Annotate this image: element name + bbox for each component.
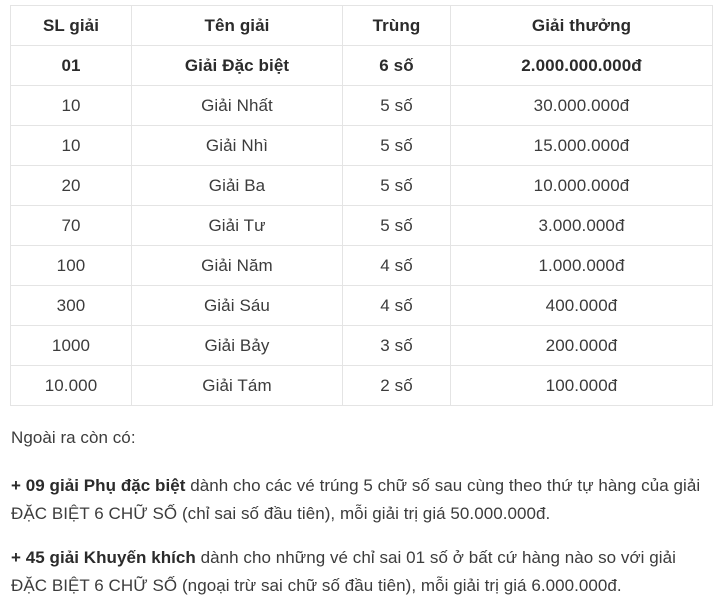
prize-table-container: SL giải Tên giải Trùng Giải thưởng 01 Gi… [10,5,713,406]
cell-prize: 15.000.000đ [450,125,713,166]
cell-count: 10 [10,85,132,126]
cell-count: 10 [10,125,132,166]
note-item-special-sub-text: dành cho các vé trúng 5 chữ số sau cùng … [11,476,701,523]
table-row: 10.000 Giải Tám 2 số 100.000đ [10,365,713,406]
prize-structure-table: SL giải Tên giải Trùng Giải thưởng 01 Gi… [10,5,713,406]
cell-count: 300 [10,285,132,326]
table-row: 10 Giải Nhì 5 số 15.000.000đ [10,125,713,166]
table-row: 01 Giải Đặc biệt 6 số 2.000.000.000đ [10,45,713,86]
cell-name: Giải Nhất [131,85,343,126]
cell-name: Giải Sáu [131,285,343,326]
cell-name: Giải Năm [131,245,343,286]
cell-prize: 30.000.000đ [450,85,713,126]
cell-match: 4 số [342,245,451,286]
cell-match: 6 số [342,45,451,86]
note-item-consolation: + 45 giải Khuyến khích dành cho những vé… [11,544,711,600]
note-item-special-sub: + 09 giải Phụ đặc biệt dành cho các vé t… [11,472,711,528]
cell-match: 3 số [342,325,451,366]
cell-match: 5 số [342,85,451,126]
cell-count: 100 [10,245,132,286]
cell-prize: 400.000đ [450,285,713,326]
cell-prize: 200.000đ [450,325,713,366]
cell-name: Giải Đặc biệt [131,45,343,86]
table-row: 70 Giải Tư 5 số 3.000.000đ [10,205,713,246]
cell-name: Giải Tư [131,205,343,246]
cell-count: 01 [10,45,132,86]
notes-lead-text: Ngoài ra còn có: [11,428,136,447]
column-header-match: Trùng [342,5,451,46]
additional-prizes-notes: Ngoài ra còn có: + 09 giải Phụ đặc biệt … [11,424,711,616]
table-row: 20 Giải Ba 5 số 10.000.000đ [10,165,713,206]
cell-count: 20 [10,165,132,206]
note-item-consolation-label: + 45 giải Khuyến khích [11,548,196,567]
cell-name: Giải Nhì [131,125,343,166]
cell-match: 5 số [342,125,451,166]
cell-match: 5 số [342,205,451,246]
table-body: 01 Giải Đặc biệt 6 số 2.000.000.000đ 10 … [10,45,713,406]
column-header-count: SL giải [10,5,132,46]
table-header-row: SL giải Tên giải Trùng Giải thưởng [10,5,713,46]
table-row: 10 Giải Nhất 5 số 30.000.000đ [10,85,713,126]
table-row: 100 Giải Năm 4 số 1.000.000đ [10,245,713,286]
table-header: SL giải Tên giải Trùng Giải thưởng [10,5,713,46]
cell-match: 2 số [342,365,451,406]
cell-prize: 100.000đ [450,365,713,406]
note-item-special-sub-label: + 09 giải Phụ đặc biệt [11,476,186,495]
table-row: 300 Giải Sáu 4 số 400.000đ [10,285,713,326]
cell-match: 5 số [342,165,451,206]
note-item-consolation-text: dành cho những vé chỉ sai 01 số ở bất cứ… [11,548,676,595]
cell-match: 4 số [342,285,451,326]
cell-name: Giải Ba [131,165,343,206]
table-row: 1000 Giải Bảy 3 số 200.000đ [10,325,713,366]
cell-name: Giải Bảy [131,325,343,366]
cell-count: 10.000 [10,365,132,406]
cell-name: Giải Tám [131,365,343,406]
cell-prize: 1.000.000đ [450,245,713,286]
column-header-prize: Giải thưởng [450,5,713,46]
cell-prize: 3.000.000đ [450,205,713,246]
cell-count: 70 [10,205,132,246]
cell-prize: 2.000.000.000đ [450,45,713,86]
cell-count: 1000 [10,325,132,366]
column-header-name: Tên giải [131,5,343,46]
cell-prize: 10.000.000đ [450,165,713,206]
